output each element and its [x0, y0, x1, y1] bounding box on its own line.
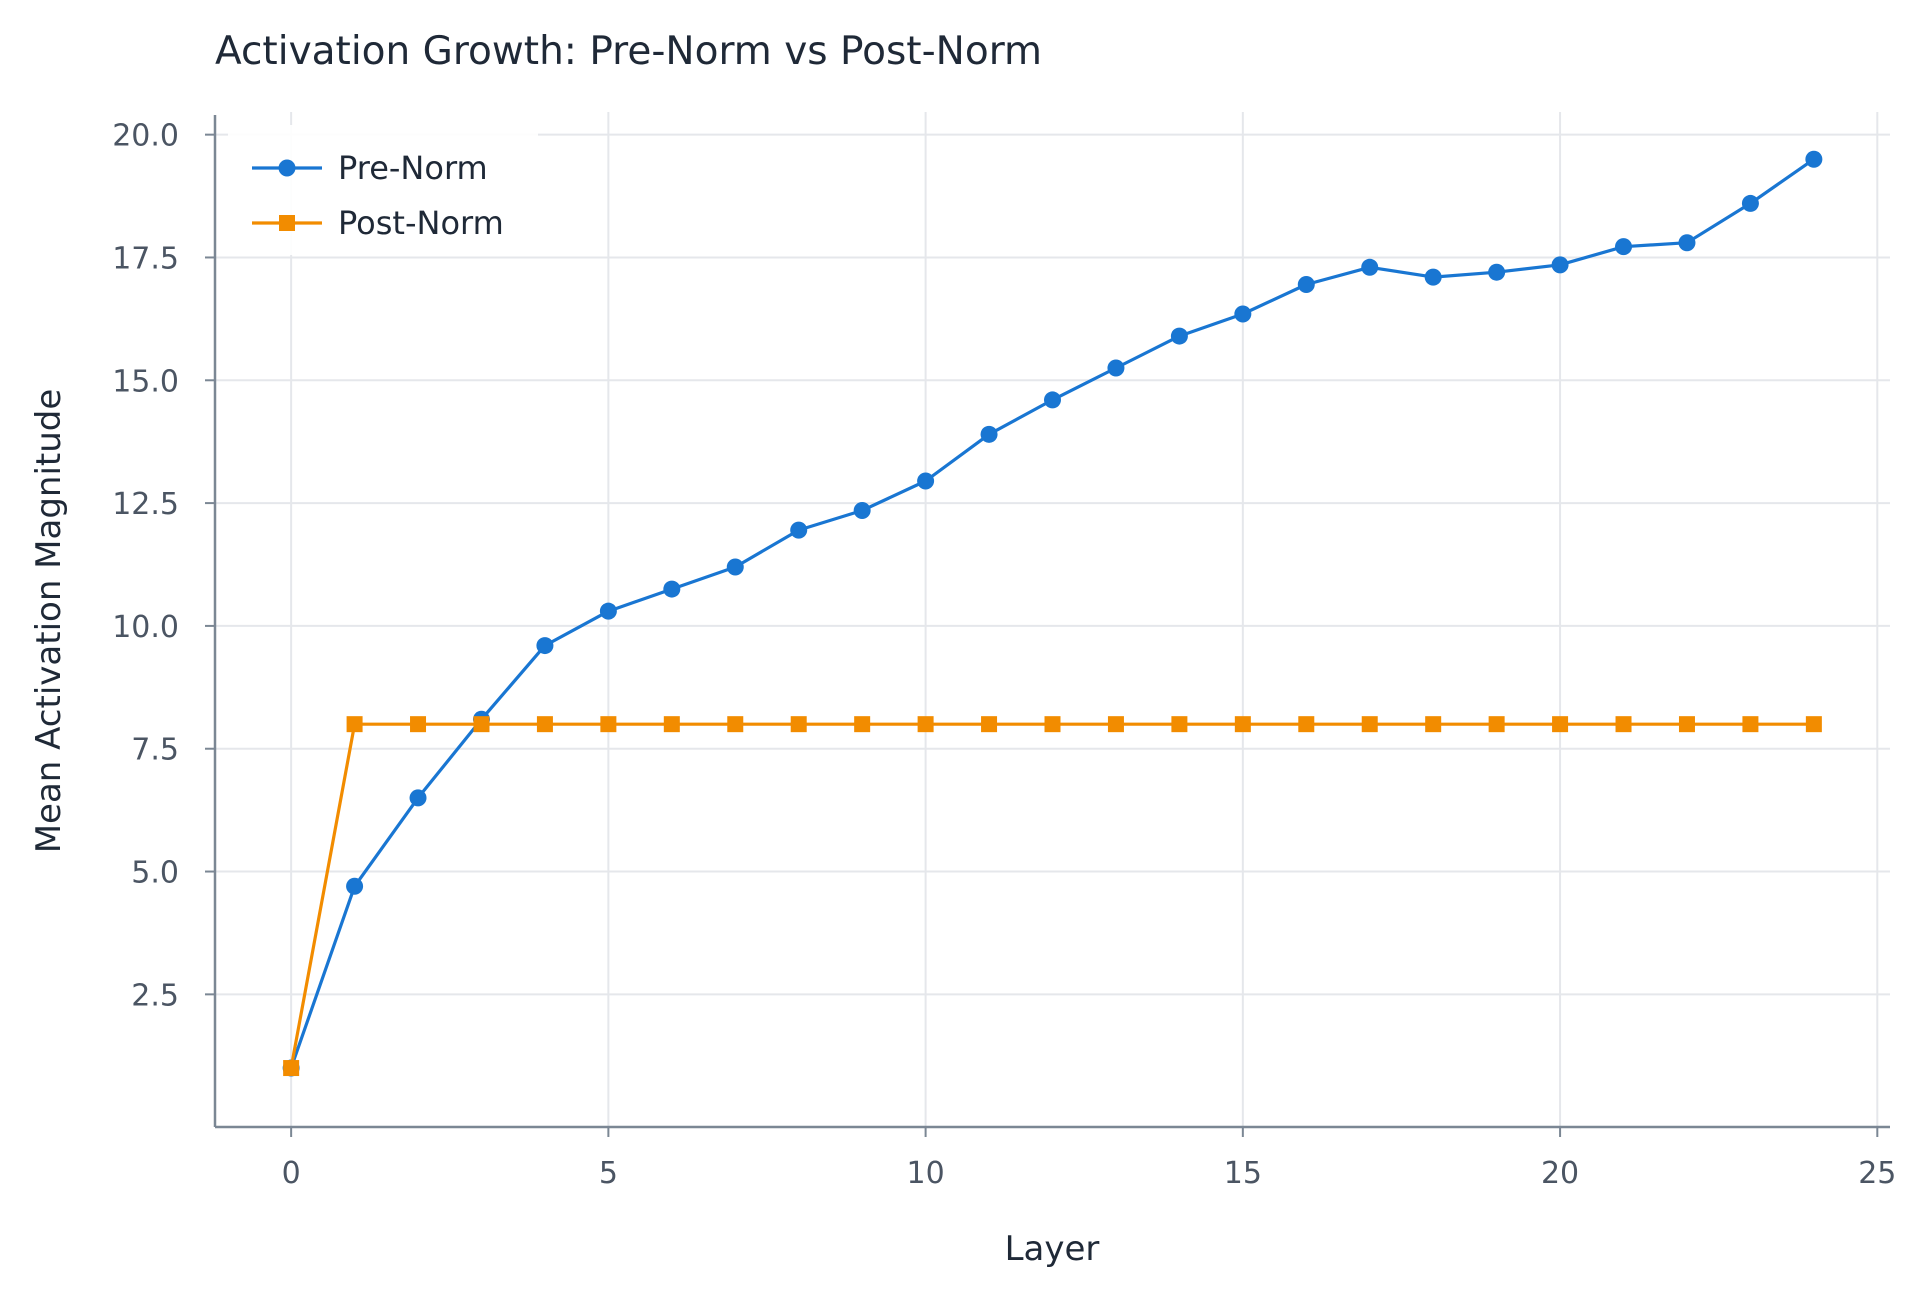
data-point-post-norm [1234, 716, 1251, 733]
x-tick-label: 25 [1858, 1156, 1896, 1191]
data-point-post-norm [790, 716, 807, 733]
data-point-post-norm [981, 716, 998, 733]
x-tick-label: 0 [282, 1156, 301, 1191]
data-point-post-norm [1171, 716, 1188, 733]
data-point-post-norm [1044, 716, 1061, 733]
grid-layer [215, 112, 1890, 1127]
data-point-pre-norm [1741, 194, 1759, 212]
data-point-pre-norm [536, 637, 554, 655]
data-point-pre-norm [1551, 256, 1569, 274]
chart-title: Activation Growth: Pre-Norm vs Post-Norm [215, 29, 1042, 74]
data-point-pre-norm [1170, 327, 1188, 345]
data-point-post-norm [1488, 716, 1505, 733]
data-point-pre-norm [1678, 234, 1696, 252]
data-point-pre-norm [1615, 238, 1633, 256]
data-point-pre-norm [790, 521, 808, 539]
data-point-pre-norm [1361, 258, 1379, 276]
data-point-pre-norm [599, 602, 617, 620]
ticks-layer: 2.5 5.0 7.5 10.0 12.5 15.0 17.5 20.0 0 5 10 15 20 25 [112, 119, 1896, 1191]
data-point-pre-norm [1805, 150, 1823, 168]
data-point-post-norm [854, 716, 871, 733]
x-tick-label: 5 [599, 1156, 618, 1191]
data-point-post-norm [1425, 716, 1442, 733]
y-tick-label: 15.0 [112, 364, 179, 399]
data-point-pre-norm [1234, 305, 1252, 323]
data-point-pre-norm [346, 877, 364, 895]
data-point-pre-norm [980, 425, 998, 443]
data-point-pre-norm [1044, 391, 1061, 409]
series-line-post-norm [289, 722, 1814, 1069]
data-point-pre-norm [1297, 275, 1315, 293]
series-post-norm [283, 716, 1822, 1077]
y-tick-label: 7.5 [131, 733, 179, 768]
y-tick-label: 5.0 [131, 856, 179, 891]
data-point-post-norm [410, 716, 427, 733]
x-tick-label: 15 [1224, 1156, 1262, 1191]
data-point-post-norm [727, 716, 744, 733]
data-point-pre-norm [1488, 263, 1506, 281]
series-layer [282, 150, 1823, 1077]
data-point-post-norm [1805, 716, 1822, 733]
x-tick-label: 20 [1541, 1156, 1579, 1191]
data-point-post-norm [917, 716, 934, 733]
y-tick-label: 17.5 [112, 241, 179, 276]
data-point-post-norm [600, 716, 617, 733]
y-tick-label: 2.5 [131, 978, 179, 1013]
data-point-post-norm [1298, 716, 1315, 733]
data-point-pre-norm [409, 789, 427, 807]
x-axis-label: Layer [1005, 1229, 1100, 1269]
legend-label-pre-norm: Pre-Norm [338, 149, 488, 187]
x-tick-label: 10 [907, 1156, 945, 1191]
legend-box [228, 125, 538, 255]
data-point-pre-norm [1107, 359, 1125, 377]
y-tick-label: 12.5 [112, 487, 179, 522]
data-point-post-norm [1678, 716, 1695, 733]
data-point-post-norm [1552, 716, 1569, 733]
data-point-post-norm [1361, 716, 1378, 733]
data-point-post-norm [536, 716, 553, 733]
y-axis-label: Mean Activation Magnitude [29, 389, 69, 854]
y-tick-label: 10.0 [112, 610, 179, 645]
series-line-pre-norm [289, 157, 1815, 1069]
data-point-post-norm [1742, 716, 1759, 733]
data-point-post-norm [1107, 716, 1124, 733]
series-pre-norm [282, 150, 1823, 1077]
axes-layer [213, 115, 1890, 1129]
data-point-post-norm [283, 1060, 300, 1077]
data-point-pre-norm [917, 472, 935, 490]
legend: Pre-Norm Post-Norm [228, 125, 538, 255]
data-point-pre-norm [853, 501, 871, 519]
data-point-post-norm [473, 716, 490, 733]
data-point-post-norm [663, 716, 680, 733]
data-point-pre-norm [726, 558, 744, 576]
legend-marker-post-norm [279, 215, 295, 231]
data-point-pre-norm [1424, 268, 1442, 286]
legend-marker-pre-norm [278, 159, 296, 177]
data-point-post-norm [1615, 716, 1632, 733]
legend-label-post-norm: Post-Norm [338, 204, 504, 242]
data-point-post-norm [346, 716, 363, 733]
data-point-pre-norm [663, 580, 681, 598]
y-tick-label: 20.0 [112, 119, 179, 154]
